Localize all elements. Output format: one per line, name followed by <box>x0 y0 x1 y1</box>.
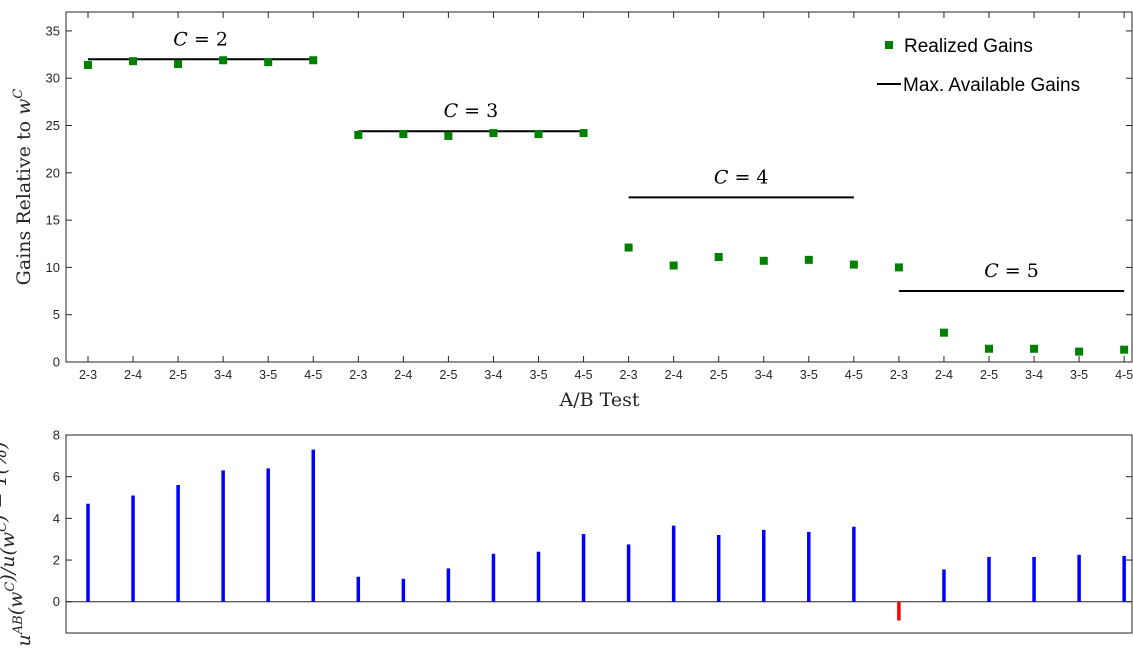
x-tick-label: 2-4 <box>124 368 142 382</box>
y-axis-title: Gains Relative to wC <box>11 89 35 286</box>
y-tick-label: 0 <box>53 355 60 370</box>
x-tick-label: 3-5 <box>529 368 547 382</box>
y-tick-label: 15 <box>46 213 60 228</box>
x-tick-label: 2-4 <box>665 368 683 382</box>
x-tick-label: 3-5 <box>1070 368 1088 382</box>
legend-label-max: Max. Available Gains <box>903 75 1080 96</box>
bottom-plot-frame <box>65 434 1133 634</box>
x-tick-label: 2-5 <box>439 368 457 382</box>
x-tick-label: 2-3 <box>349 368 367 382</box>
realized-gain-point <box>174 60 183 69</box>
x-tick-label: 2-4 <box>394 368 412 382</box>
y-tick-label: 4 <box>53 511 60 526</box>
y-tick-label: 0 <box>53 594 60 609</box>
x-tick-label: 3-4 <box>1025 368 1043 382</box>
y-tick-label: 25 <box>46 118 60 133</box>
y-tick-label: 6 <box>53 469 60 484</box>
realized-gain-point <box>1030 344 1039 353</box>
realized-gain-point <box>939 328 948 337</box>
x-tick-label: 4-5 <box>845 368 863 382</box>
x-tick-label: 4-5 <box>1115 368 1133 382</box>
x-tick-label: 2-5 <box>169 368 187 382</box>
realized-gain-point <box>354 130 363 139</box>
x-tick-label: 2-5 <box>710 368 728 382</box>
segment-label: C = 3 <box>444 100 499 122</box>
x-tick-label: 3-4 <box>755 368 773 382</box>
y-tick-label: 10 <box>46 260 60 275</box>
x-tick-label: 4-5 <box>575 368 593 382</box>
realized-gain-point <box>219 56 228 65</box>
segment-label: C = 4 <box>714 166 769 188</box>
legend-marker-realized <box>885 41 893 49</box>
realized-gain-point <box>804 255 813 264</box>
segment-label: C = 2 <box>173 28 228 50</box>
y-tick-label: 20 <box>46 165 60 180</box>
realized-gain-point <box>84 60 92 69</box>
x-tick-label: 2-3 <box>890 368 908 382</box>
realized-gain-point <box>264 58 273 67</box>
y-tick-label: 8 <box>53 428 60 443</box>
x-tick-label: 3-4 <box>214 368 232 382</box>
realized-gain-point <box>1120 345 1129 354</box>
realized-gain-point <box>579 129 588 138</box>
realized-gain-point <box>985 344 993 353</box>
y-tick-label: 30 <box>46 71 60 86</box>
realized-gain-point <box>669 261 678 270</box>
legend: Realized Gains Max. Available Gains <box>877 36 1080 96</box>
x-tick-label: 4-5 <box>304 368 322 382</box>
y-tick-label: 5 <box>53 307 60 322</box>
x-tick-label: 2-5 <box>980 368 998 382</box>
x-tick-label: 3-5 <box>800 368 818 382</box>
realized-gain-point <box>759 256 768 265</box>
segment-label: C = 5 <box>984 260 1039 282</box>
realized-gain-point <box>714 253 723 261</box>
legend-label-realized: Realized Gains <box>904 36 1033 57</box>
realized-gain-point <box>399 130 408 139</box>
y-tick-label: 35 <box>46 23 60 38</box>
realized-gain-point <box>849 260 858 269</box>
x-tick-label: 3-4 <box>484 368 502 382</box>
x-tick-label: 2-3 <box>620 368 638 382</box>
realized-gain-point <box>624 243 633 252</box>
x-tick-label: 2-3 <box>79 368 97 382</box>
realized-gain-point <box>129 57 138 66</box>
realized-gain-point <box>894 263 903 272</box>
realized-gain-point <box>534 130 543 139</box>
x-tick-label: 2-4 <box>935 368 953 382</box>
realized-gain-point <box>1075 347 1084 356</box>
realized-gains-chart: 0 5 10 15 20 25 30 35 2-3 2-4 2-5 3-4 3-5 4-5 2-3 2-4 2-… <box>11 11 1133 411</box>
y-tick-label: 2 <box>53 553 60 568</box>
relative-utility-chart: 0 2 4 6 8 uAB(wC)/u(wC) − 1(%) <box>0 428 1133 647</box>
realized-gain-point <box>309 56 318 65</box>
y-axis-title-bottom: uAB(wC)/u(wC) − 1(%) <box>0 442 35 647</box>
x-axis-title: A/B Test <box>559 389 640 411</box>
realized-gain-point <box>489 129 498 138</box>
realized-gain-point <box>444 131 453 140</box>
top-plot-frame <box>65 11 1133 363</box>
x-tick-label: 3-5 <box>259 368 277 382</box>
